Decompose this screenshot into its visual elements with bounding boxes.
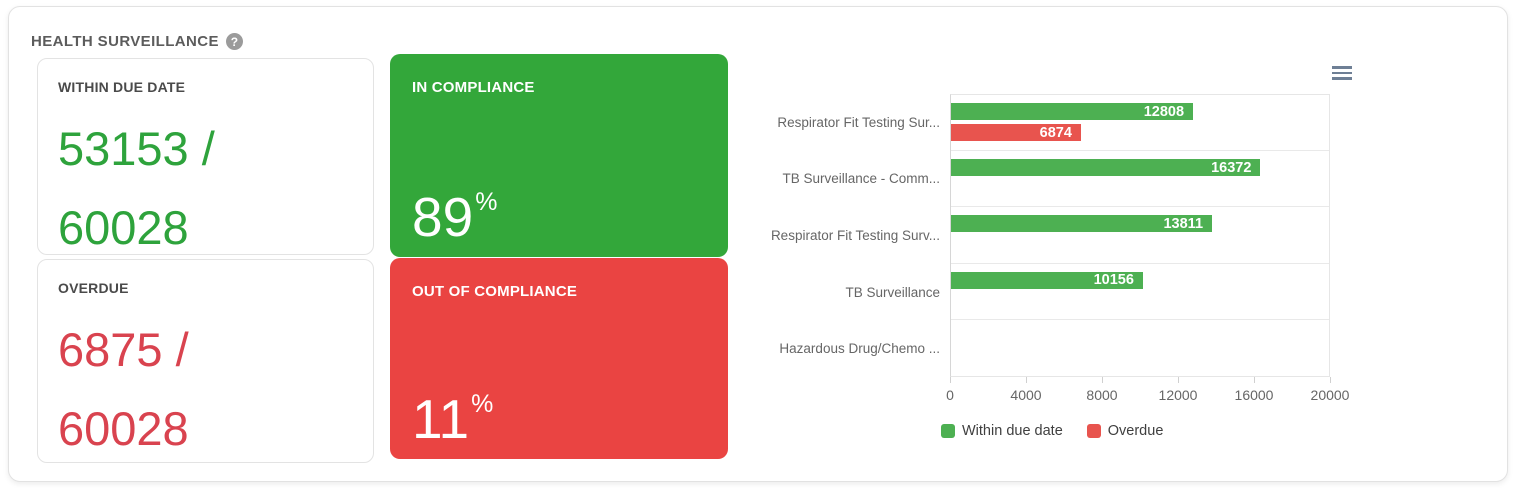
category-label: Hazardous Drug/Chemo ... (779, 341, 940, 357)
bar-value-label: 16372 (1211, 159, 1252, 176)
legend-label: Overdue (1107, 423, 1164, 439)
overdue-value: 6875 / 60028 (58, 323, 189, 455)
within-due-date-value: 53153 / 60028 (58, 122, 215, 254)
legend-swatch (941, 424, 955, 438)
bar-value-label: 13811 (1163, 215, 1204, 232)
chart-legend: Within due date Overdue (941, 423, 1163, 439)
category-label: Respirator Fit Testing Surv... (770, 227, 940, 243)
x-axis-tick-label: 16000 (1234, 387, 1274, 403)
x-axis-labels: 0 4000 8000 12000 16000 20000 (946, 387, 1349, 405)
axis-tick (1026, 377, 1027, 383)
x-axis-tick-label: 8000 (1086, 387, 1118, 403)
axis-tick (1254, 377, 1255, 383)
axis-tick (1330, 377, 1331, 383)
within-due-date-card: WITHIN DUE DATE 53153 / 60028 (37, 58, 374, 255)
x-axis-ticks (950, 377, 1331, 383)
in-compliance-value: 89% (412, 186, 498, 248)
legend-item-within-due-date[interactable]: Within due date (941, 423, 1063, 439)
out-of-compliance-label: OUT OF COMPLIANCE (412, 283, 578, 300)
page-title: HEALTH SURVEILLANCE (31, 33, 219, 50)
legend-label: Within due date (962, 423, 1063, 439)
percent-sign: % (475, 188, 498, 216)
x-axis-tick-label: 4000 (1010, 387, 1042, 403)
chart-row: 12808 6874 (951, 95, 1329, 152)
overdue-label: OVERDUE (58, 280, 129, 296)
in-compliance-label: IN COMPLIANCE (412, 79, 535, 96)
bar-value-label: 12808 (1143, 103, 1185, 120)
bar-chart-plot-area: 12808 6874 16372 13811 10156 (950, 94, 1330, 377)
bar-value-label: 10156 (1093, 272, 1134, 289)
chart-context-menu-button[interactable] (1332, 63, 1356, 83)
bar-within-due-date[interactable]: 13811 (951, 215, 1213, 233)
percent-sign: % (471, 390, 494, 418)
bar-value-label: 6874 (1039, 124, 1072, 141)
chart-row: 16372 (951, 151, 1329, 208)
help-icon[interactable]: ? (225, 33, 243, 50)
in-compliance-card: IN COMPLIANCE 89% (390, 54, 728, 257)
x-axis-tick-label: 0 (946, 387, 954, 403)
hamburger-icon (1332, 66, 1352, 69)
chart-row: 13811 (951, 207, 1329, 264)
health-surveillance-panel: HEALTH SURVEILLANCE ? WITHIN DUE DATE 53… (8, 6, 1508, 482)
out-of-compliance-card: OUT OF COMPLIANCE 11% (390, 258, 728, 459)
axis-tick (950, 377, 951, 383)
axis-tick (1102, 377, 1103, 383)
chart-row (951, 320, 1329, 376)
x-axis-tick-label: 20000 (1310, 387, 1350, 403)
legend-item-overdue[interactable]: Overdue (1086, 423, 1164, 439)
category-label: TB Surveillance (845, 284, 940, 300)
x-axis-tick-label: 12000 (1158, 387, 1198, 403)
axis-tick (1178, 377, 1179, 383)
category-axis: Respirator Fit Testing Sur... TB Surveill… (741, 94, 940, 377)
category-label: Respirator Fit Testing Sur... (777, 114, 940, 130)
within-due-date-label: WITHIN DUE DATE (58, 79, 186, 95)
chart-row: 10156 (951, 264, 1329, 320)
bar-within-due-date[interactable]: 12808 (951, 103, 1194, 120)
bar-within-due-date[interactable]: 10156 (951, 271, 1143, 289)
category-label: TB Surveillance - Comm... (782, 171, 940, 187)
legend-swatch (1086, 424, 1101, 438)
out-of-compliance-value: 11% (412, 388, 494, 450)
panel-header: HEALTH SURVEILLANCE ? (31, 33, 243, 50)
overdue-card: OVERDUE 6875 / 60028 (37, 259, 374, 463)
bar-overdue[interactable]: 6874 (951, 124, 1081, 141)
bar-within-due-date[interactable]: 16372 (951, 159, 1261, 177)
